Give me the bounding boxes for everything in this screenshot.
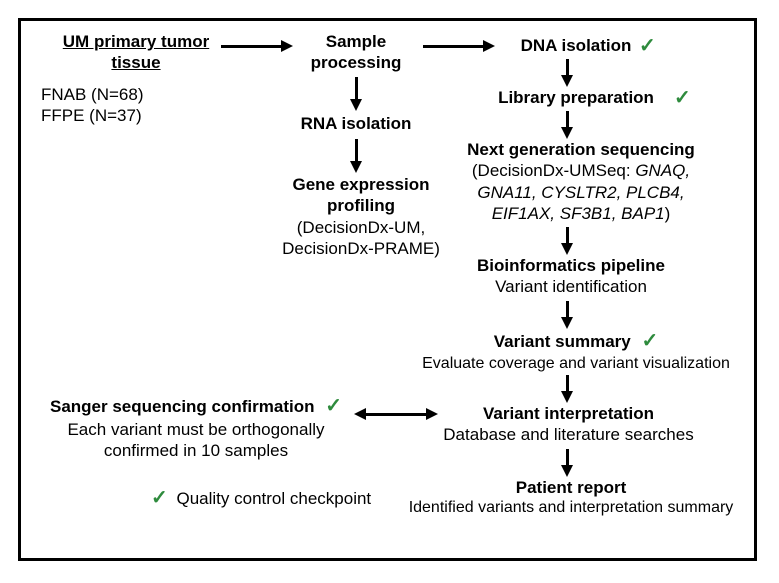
arrow-vs-vi [566,375,569,391]
sample-processing-label: Sample processing [296,31,416,74]
vi-sub: Database and literature searches [436,424,701,445]
node-sample-processing: Sample processing [296,31,416,74]
arrow-lib-ngs [566,111,569,127]
node-gep: Gene expression profiling (DecisionDx-UM… [271,174,451,259]
node-start: UM primary tumor tissue FNAB (N=68) FFPE… [41,31,231,126]
arrow-dna-lib [566,59,569,75]
check-icon: ✓ [639,33,656,58]
check-icon: ✓ [325,394,342,419]
ngs-genes-l1: GNAQ, [631,161,691,180]
pr-bold: Patient report [401,477,741,498]
node-variant-summary: Variant summary ✓ Evaluate coverage and … [411,329,741,374]
node-sanger: Sanger sequencing confirmation ✓ Each va… [41,394,351,462]
arrow-sanger-vi [366,413,426,416]
qc-legend: ✓ Quality control checkpoint [151,486,391,511]
arrow-ngs-bio [566,227,569,243]
node-patient-report: Patient report Identified variants and i… [401,477,741,518]
vi-bold: Variant interpretation [436,403,701,424]
dna-isolation-label: DNA isolation [521,36,632,55]
ngs-bold: Next generation sequencing [441,139,721,160]
sanger-sub: Each variant must be orthogonally confir… [41,419,351,462]
qc-label: Quality control checkpoint [177,489,372,508]
sanger-bold: Sanger sequencing confirmation [50,397,315,416]
ngs-genes-l3: EIF1AX, SF3B1, BAP1 [492,204,665,223]
ngs-sub-lead: (DecisionDx-UMSeq: [472,161,631,180]
rna-isolation-label: RNA isolation [296,113,416,134]
bio-sub: Variant identification [451,276,691,297]
start-sub1: FNAB (N=68) [41,84,231,105]
gep-sub: (DecisionDx-UM, DecisionDx-PRAME) [271,217,451,260]
check-icon: ✓ [641,329,658,354]
arrow-bio-vs [566,301,569,317]
vs-sub: Evaluate coverage and variant visualizat… [411,354,741,374]
diagram-frame: UM primary tumor tissue FNAB (N=68) FFPE… [18,18,757,561]
pr-sub: Identified variants and interpretation s… [401,498,741,518]
check-icon: ✓ [151,486,168,511]
start-title: UM primary tumor tissue [41,31,231,74]
node-bioinformatics: Bioinformatics pipeline Variant identifi… [451,255,691,298]
ngs-genes-l2: GNA11, CYSLTR2, PLCB4, [477,183,684,202]
node-ngs: Next generation sequencing (DecisionDx-U… [441,139,721,224]
ngs-close: ) [665,204,671,223]
library-prep-label: Library preparation [498,88,654,107]
start-sub2: FFPE (N=37) [41,105,231,126]
arrow-rna-gep [355,139,358,161]
arrow-start-sample [221,45,281,48]
gep-bold: Gene expression profiling [271,174,451,217]
arrow-sample-rna [355,77,358,99]
node-variant-interpretation: Variant interpretation Database and lite… [436,403,701,446]
bio-bold: Bioinformatics pipeline [451,255,691,276]
arrow-vi-pr [566,449,569,465]
node-library-prep: Library preparation [476,87,676,108]
arrow-sample-dna [423,45,483,48]
check-icon: ✓ [674,85,691,110]
node-dna-isolation: DNA isolation [491,35,661,56]
node-rna-isolation: RNA isolation [296,113,416,134]
vs-bold: Variant summary [494,332,631,351]
